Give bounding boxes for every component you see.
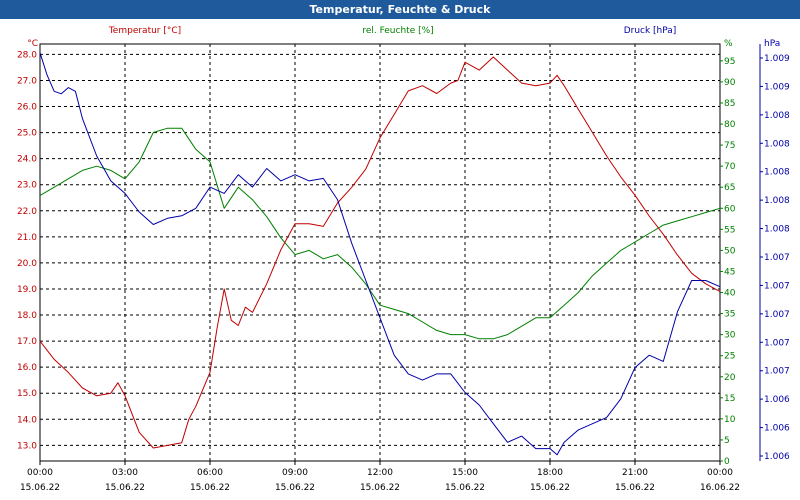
x-tick-time: 00:00 (27, 468, 53, 478)
series-layer (39, 52, 721, 456)
humidity-tick-label: 95 (724, 57, 735, 67)
chart-canvas: 28.0 27.0 26.0 25.0 24.0 23.0 22.0 21.0 20.0 19.0… (17, 26, 790, 493)
pressure-tick-label: 1.009 (764, 82, 790, 92)
humidity-tick-label: 90 (724, 78, 736, 88)
pressure-tick-label: 1.008 (764, 196, 790, 206)
x-tick-time: 15:00 (452, 468, 478, 478)
x-tick-date: 15.06.22 (530, 483, 570, 493)
humidity-tick-label: 70 (724, 162, 736, 172)
pressure-tick-label: 1.007 (764, 310, 790, 320)
temperature-tick-label: 22.0 (17, 207, 37, 217)
humidity-tick-label: 35 (724, 310, 735, 320)
humidity-tick-label: 55 (724, 225, 735, 235)
temperature-tick-label: 27.0 (17, 76, 37, 86)
temperature-axis: 28.0 27.0 26.0 25.0 24.0 23.0 22.0 21.0 20.0 19.0… (17, 50, 37, 451)
temperature-tick-label: 19.0 (17, 285, 37, 295)
temperature-tick-label: 17.0 (17, 337, 37, 347)
pressure-tick-label: 1.007 (764, 338, 790, 348)
temperature-tick-label: 18.0 (17, 311, 37, 321)
pressure-tick-label: 1.008 (764, 111, 790, 121)
x-tick-time: 12:00 (367, 468, 393, 478)
temperature-tick-label: 14.0 (17, 415, 37, 425)
temperature-tick-label: 13.0 (17, 441, 37, 451)
humidity-tick-label: 5 (724, 436, 730, 446)
pressure-tick-label: 1.007 (764, 367, 790, 377)
x-tick-date: 15.06.22 (275, 483, 315, 493)
pressure-tick-label: 1.007 (764, 281, 790, 291)
temperature-tick-label: 20.0 (17, 259, 37, 269)
grid-lines (40, 44, 720, 461)
temperature-tick-label: 26.0 (17, 103, 37, 113)
humidity-tick-label: 85 (724, 99, 735, 109)
x-axis: 00:00 15.06.22 03:00 15.06.22 06:00 15.06.22 0… (20, 461, 740, 493)
temperature-tick-label: 24.0 (17, 155, 37, 165)
temperature-tick-label: 21.0 (17, 233, 37, 243)
temperature-tick-label: 25.0 (17, 129, 37, 139)
humidity-tick-label: 40 (724, 289, 736, 299)
x-tick-time: 00:00 (707, 468, 733, 478)
temperature-tick-label: 28.0 (17, 50, 37, 60)
pressure-legend: Druck [hPa] (624, 26, 677, 36)
x-tick-time: 09:00 (282, 468, 308, 478)
pressure-tick-label: 1.009 (764, 54, 790, 64)
humidity-tick-label: 80 (724, 120, 736, 130)
humidity-tick-label: 50 (724, 246, 736, 256)
temperature-tick-label: 16.0 (17, 363, 37, 373)
x-tick-date: 15.06.22 (360, 483, 400, 493)
humidity-series-line (39, 127, 721, 340)
pressure-tick-label: 1.008 (764, 168, 790, 178)
humidity-tick-label: 10 (724, 415, 736, 425)
x-tick-time: 03:00 (112, 468, 138, 478)
pressure-tick-label: 1.008 (764, 139, 790, 149)
pressure-axis: 1.009 1.009 1.008 1.008 1.008 1.008 1.008 1.007… (759, 44, 790, 462)
pressure-series-line (39, 52, 721, 456)
humidity-tick-label: 0 (724, 457, 730, 467)
humidity-unit-label: % (724, 39, 733, 49)
chart-title: Temperatur, Feuchte & Druck (0, 0, 800, 19)
x-tick-time: 06:00 (197, 468, 223, 478)
temperature-tick-label: 23.0 (17, 181, 37, 191)
humidity-tick-label: 45 (724, 267, 735, 277)
x-tick-date: 15.06.22 (20, 483, 60, 493)
humidity-tick-label: 25 (724, 352, 735, 362)
humidity-tick-label: 15 (724, 394, 735, 404)
humidity-tick-label: 75 (724, 141, 735, 151)
pressure-tick-label: 1.008 (764, 225, 790, 235)
temperature-unit-label: °C (27, 39, 38, 49)
pressure-tick-label: 1.007 (764, 253, 790, 263)
temperature-series-line (39, 56, 721, 449)
humidity-tick-label: 30 (724, 331, 736, 341)
temperature-legend: Temperatur [°C] (108, 26, 181, 36)
x-tick-date: 16.06.22 (700, 483, 740, 493)
x-tick-date: 15.06.22 (615, 483, 655, 493)
x-tick-date: 15.06.22 (105, 483, 145, 493)
x-tick-time: 18:00 (537, 468, 563, 478)
x-tick-date: 15.06.22 (190, 483, 230, 493)
humidity-legend: rel. Feuchte [%] (362, 26, 433, 36)
humidity-tick-label: 60 (724, 204, 736, 214)
pressure-unit-label: hPa (764, 39, 780, 49)
pressure-tick-label: 1.006 (764, 395, 790, 405)
temperature-tick-label: 15.0 (17, 389, 37, 399)
pressure-tick-label: 1.006 (764, 424, 790, 434)
x-tick-time: 21:00 (622, 468, 648, 478)
pressure-tick-label: 1.006 (764, 452, 790, 462)
humidity-tick-label: 65 (724, 183, 735, 193)
humidity-tick-label: 20 (724, 373, 736, 383)
x-tick-date: 15.06.22 (445, 483, 485, 493)
